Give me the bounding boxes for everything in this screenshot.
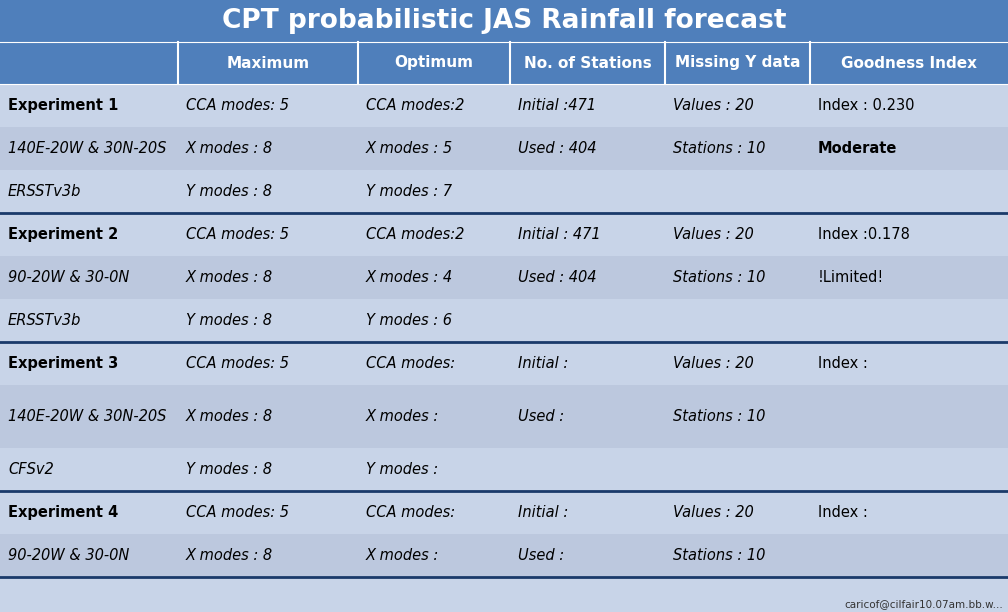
Bar <box>0 84 1008 127</box>
Text: Values : 20: Values : 20 <box>673 227 754 242</box>
Text: Experiment 3: Experiment 3 <box>8 356 118 371</box>
Bar <box>0 342 1008 385</box>
Bar <box>665 42 810 84</box>
Text: Stations : 10: Stations : 10 <box>673 548 765 563</box>
Text: 90-20W & 30-0N: 90-20W & 30-0N <box>8 270 129 285</box>
Bar <box>0 0 1008 42</box>
Bar <box>0 534 1008 577</box>
Text: X modes :: X modes : <box>366 548 439 563</box>
Text: ERSSTv3b: ERSSTv3b <box>8 184 82 199</box>
Text: Y modes : 8: Y modes : 8 <box>186 462 272 477</box>
Text: X modes :: X modes : <box>366 409 439 424</box>
Text: Values : 20: Values : 20 <box>673 505 754 520</box>
Bar <box>810 42 1008 84</box>
Text: Initial :471: Initial :471 <box>518 98 596 113</box>
Text: ERSSTv3b: ERSSTv3b <box>8 313 82 328</box>
Text: Initial : 471: Initial : 471 <box>518 227 601 242</box>
Text: CCA modes:2: CCA modes:2 <box>366 227 465 242</box>
Text: Optimum: Optimum <box>394 56 474 70</box>
Text: Initial :: Initial : <box>518 505 569 520</box>
Text: Y modes : 7: Y modes : 7 <box>366 184 452 199</box>
Text: Y modes : 8: Y modes : 8 <box>186 313 272 328</box>
Bar <box>0 127 1008 170</box>
Bar <box>0 213 1008 256</box>
Bar <box>0 491 1008 534</box>
Text: X modes : 8: X modes : 8 <box>186 270 273 285</box>
Text: 140E-20W & 30N-20S: 140E-20W & 30N-20S <box>8 409 166 424</box>
Text: Used :: Used : <box>518 548 564 563</box>
Text: CCA modes:2: CCA modes:2 <box>366 98 465 113</box>
Text: Values : 20: Values : 20 <box>673 98 754 113</box>
Text: Index :: Index : <box>818 356 868 371</box>
Text: CCA modes: 5: CCA modes: 5 <box>186 505 289 520</box>
Text: 90-20W & 30-0N: 90-20W & 30-0N <box>8 548 129 563</box>
Text: Stations : 10: Stations : 10 <box>673 409 765 424</box>
Text: Experiment 2: Experiment 2 <box>8 227 118 242</box>
Bar <box>0 299 1008 342</box>
Text: Maximum: Maximum <box>227 56 309 70</box>
Bar <box>0 42 178 84</box>
Text: Initial :: Initial : <box>518 356 569 371</box>
Bar <box>0 256 1008 299</box>
Text: Stations : 10: Stations : 10 <box>673 270 765 285</box>
Text: X modes : 5: X modes : 5 <box>366 141 454 156</box>
Text: X modes : 8: X modes : 8 <box>186 409 273 424</box>
Text: Y modes :: Y modes : <box>366 462 438 477</box>
Text: caricof@cilfair10.07am.bb.w...: caricof@cilfair10.07am.bb.w... <box>845 599 1003 609</box>
Text: CCA modes:: CCA modes: <box>366 356 456 371</box>
Text: CPT probabilistic JAS Rainfall forecast: CPT probabilistic JAS Rainfall forecast <box>222 8 786 34</box>
Text: CFSv2: CFSv2 <box>8 462 53 477</box>
Text: Y modes : 6: Y modes : 6 <box>366 313 452 328</box>
Text: Stations : 10: Stations : 10 <box>673 141 765 156</box>
Bar <box>0 170 1008 213</box>
Text: Used : 404: Used : 404 <box>518 141 597 156</box>
Text: Values : 20: Values : 20 <box>673 356 754 371</box>
Text: Index :: Index : <box>818 505 868 520</box>
Text: CCA modes: 5: CCA modes: 5 <box>186 227 289 242</box>
Text: 140E-20W & 30N-20S: 140E-20W & 30N-20S <box>8 141 166 156</box>
Text: No. of Stations: No. of Stations <box>523 56 651 70</box>
Text: X modes : 4: X modes : 4 <box>366 270 454 285</box>
Bar <box>510 42 665 84</box>
Text: CCA modes: 5: CCA modes: 5 <box>186 98 289 113</box>
Text: Index :0.178: Index :0.178 <box>818 227 910 242</box>
Bar <box>358 42 510 84</box>
Text: Used :: Used : <box>518 409 564 424</box>
Text: Y modes : 8: Y modes : 8 <box>186 184 272 199</box>
Bar <box>178 42 358 84</box>
Text: Missing Y data: Missing Y data <box>674 56 800 70</box>
Text: X modes : 8: X modes : 8 <box>186 141 273 156</box>
Text: !Limited!: !Limited! <box>818 270 884 285</box>
Text: X modes : 8: X modes : 8 <box>186 548 273 563</box>
Text: Used : 404: Used : 404 <box>518 270 597 285</box>
Bar <box>0 385 1008 448</box>
Text: Index : 0.230: Index : 0.230 <box>818 98 914 113</box>
Text: Moderate: Moderate <box>818 141 897 156</box>
Text: Goodness Index: Goodness Index <box>841 56 977 70</box>
Text: CCA modes: 5: CCA modes: 5 <box>186 356 289 371</box>
Text: CCA modes:: CCA modes: <box>366 505 456 520</box>
Bar <box>0 448 1008 491</box>
Text: Experiment 1: Experiment 1 <box>8 98 118 113</box>
Text: Experiment 4: Experiment 4 <box>8 505 118 520</box>
